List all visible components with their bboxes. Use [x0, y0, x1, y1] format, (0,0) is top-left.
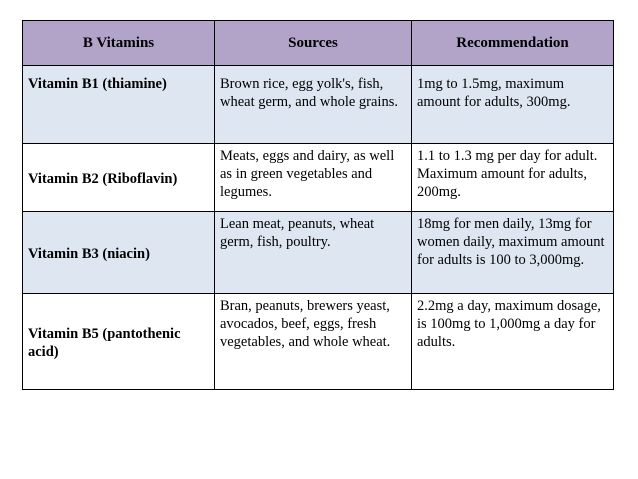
sources-cell: Brown rice, egg yolk's, fish, wheat germ…: [214, 65, 412, 144]
table-row: Vitamin B1 (thiamine) Brown rice, egg yo…: [22, 65, 614, 144]
vitamin-name-cell: Vitamin B3 (niacin): [22, 211, 215, 294]
recommendation-cell: 18mg for men daily, 13mg for women daily…: [411, 211, 614, 294]
table-row: Vitamin B3 (niacin) Lean meat, peanuts, …: [22, 211, 614, 294]
recommendation-cell: 1mg to 1.5mg, maximum amount for adults,…: [411, 65, 614, 144]
recommendation-cell: 2.2mg a day, maximum dosage, is 100mg to…: [411, 293, 614, 390]
recommendation-cell: 1.1 to 1.3 mg per day for adult. Maximum…: [411, 143, 614, 212]
table-header-row: B Vitamins Sources Recommendation: [22, 20, 614, 66]
table-row: Vitamin B5 (pantothenic acid) Bran, pean…: [22, 293, 614, 390]
table-row: Vitamin B2 (Riboflavin) Meats, eggs and …: [22, 143, 614, 212]
vitamin-name-cell: Vitamin B1 (thiamine): [22, 65, 215, 144]
vitamin-name-cell: Vitamin B5 (pantothenic acid): [22, 293, 215, 390]
header-b-vitamins: B Vitamins: [22, 20, 215, 66]
sources-cell: Lean meat, peanuts, wheat germ, fish, po…: [214, 211, 412, 294]
sources-cell: Bran, peanuts, brewers yeast, avocados, …: [214, 293, 412, 390]
sources-cell: Meats, eggs and dairy, as well as in gre…: [214, 143, 412, 212]
header-sources: Sources: [214, 20, 412, 66]
header-recommendation: Recommendation: [411, 20, 614, 66]
b-vitamins-table: B Vitamins Sources Recommendation Vitami…: [22, 20, 614, 390]
vitamin-name-cell: Vitamin B2 (Riboflavin): [22, 143, 215, 212]
